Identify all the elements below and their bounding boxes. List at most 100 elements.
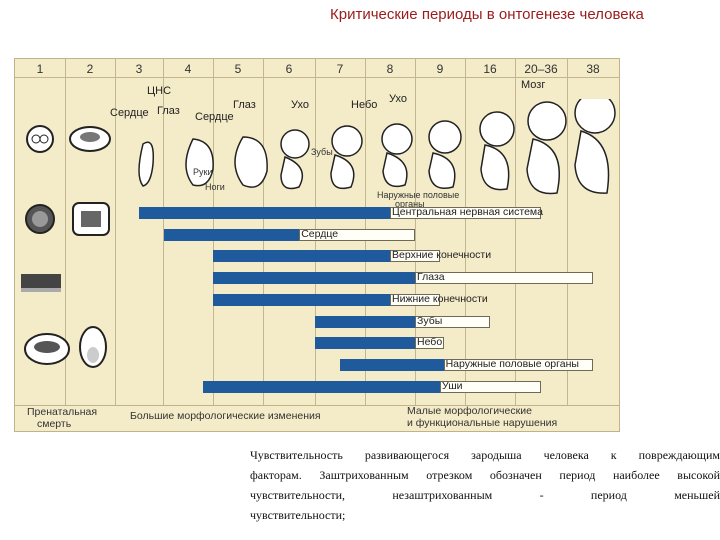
page-title: Критические периоды в онтогенезе человек…	[330, 6, 644, 23]
fetus-week20-36-head-icon	[527, 101, 567, 141]
label-teeth: Зубы	[311, 147, 333, 157]
organ-bar-high-sensitivity	[213, 293, 390, 306]
organ-bar-high-sensitivity	[203, 380, 440, 393]
embryo-week5-icon	[234, 136, 268, 188]
week-header-1: 1	[36, 62, 44, 76]
week-header-5: 5	[234, 62, 242, 76]
organ-bar-label: Сердце	[301, 227, 339, 240]
organ-bar-row: Уши	[15, 379, 619, 393]
week-header-9: 9	[436, 62, 444, 76]
embryo-illustrations	[138, 99, 616, 195]
embryo-week8-body-icon	[382, 152, 408, 188]
week-header-6: 6	[285, 62, 293, 76]
week-header-4: 4	[184, 62, 192, 76]
embryo-week4-icon	[185, 138, 214, 187]
critical-periods-figure: 1 2 3 4 5 6 7 8 9 16 20–36 38	[14, 58, 620, 432]
footer-minor-changes-line2: и функциональные нарушения	[407, 417, 558, 429]
organ-bar-low-sensitivity	[390, 207, 541, 219]
organ-bar-low-sensitivity	[299, 228, 415, 241]
fetus-week38-head-icon	[574, 99, 616, 134]
implantation-icon	[72, 202, 110, 236]
blastocyst-icon	[69, 126, 111, 152]
embryo-week9-head-icon	[428, 120, 462, 154]
embryo-week7-head-icon	[331, 125, 363, 157]
organ-bar-label: Центральная нервная система	[392, 206, 543, 218]
organ-bar-label: Глаза	[417, 271, 445, 284]
label-hands: Руки	[193, 167, 213, 177]
organ-bar-low-sensitivity	[390, 250, 440, 263]
column-divider	[115, 59, 116, 405]
label-eye-2: Глаз	[233, 99, 256, 111]
caption-line-1: Чувствительность развивающегося зародыша…	[250, 448, 720, 462]
label-ear-1: Ухо	[291, 99, 309, 111]
embryonic-disc-icon	[21, 274, 61, 292]
column-divider	[465, 59, 466, 405]
organ-bar-label: Уши	[442, 379, 463, 392]
week-header-7: 7	[336, 62, 344, 76]
organ-bar-high-sensitivity	[340, 358, 444, 371]
organ-bar-label: Небо	[417, 336, 443, 349]
embryo-week8-head-icon	[381, 123, 413, 155]
fetus-week38-body-icon	[574, 130, 610, 194]
organ-bar-row: Глаза	[15, 271, 619, 285]
label-palate: Небо	[351, 99, 378, 111]
zygote-icon	[26, 125, 54, 153]
embryo-week6-head-icon	[280, 129, 310, 159]
caption-line-3: чувствительности, незаштрихованным - пер…	[250, 488, 720, 502]
week-header-12: 38	[586, 62, 600, 76]
organ-bar-row: Зубы	[15, 314, 619, 328]
embryo-week3-icon	[138, 141, 155, 187]
caption-line-2: факторам. Заштрихованным отрезком обозна…	[250, 468, 720, 482]
embryo-week6-body-icon	[280, 155, 303, 190]
early-stage-illustrations	[21, 125, 111, 368]
organ-bar-row: Небо	[15, 336, 619, 350]
label-heart-1: Сердце	[110, 107, 149, 119]
organ-bar-low-sensitivity	[443, 358, 593, 371]
organ-bar-low-sensitivity	[415, 272, 593, 285]
organ-bar-row: Сердце	[15, 227, 619, 241]
organ-bar-high-sensitivity	[213, 250, 390, 263]
organ-bar-label: Зубы	[417, 314, 443, 327]
label-legs: Ноги	[205, 182, 225, 192]
column-divider	[415, 59, 416, 405]
label-eye-1: Глаз	[157, 105, 180, 117]
morula-icon	[25, 204, 55, 234]
organ-bar-row: Нижние конечности	[15, 292, 619, 306]
footer-prenatal-death-line1: Пренатальная	[27, 406, 98, 418]
column-divider	[567, 59, 568, 405]
organ-bar-high-sensitivity	[314, 315, 415, 328]
organ-bar-row: Верхние конечности	[15, 249, 619, 263]
label-ear-2: Ухо	[389, 93, 407, 105]
week-header-3: 3	[135, 62, 143, 76]
fetus-week16-head-icon	[479, 111, 515, 147]
header-divider	[15, 77, 619, 78]
label-genitals-line1: Наружные половые	[377, 190, 460, 200]
organ-bar-low-sensitivity	[390, 293, 440, 306]
organ-bar-low-sensitivity	[415, 315, 490, 328]
germ-layers-icon	[24, 333, 70, 365]
footer-prenatal-death-line2: смерть	[37, 418, 72, 430]
organ-bar-label: Верхние конечности	[392, 249, 492, 262]
organ-bar-label: Наружные половые органы	[445, 357, 579, 370]
embryo-week9-body-icon	[428, 152, 456, 189]
week-header-2: 2	[86, 62, 94, 76]
organ-bar-row: Центральная нервная система	[15, 206, 619, 219]
figure-caption: Чувствительность развивающегося зародыша…	[250, 445, 720, 525]
column-divider	[515, 59, 516, 405]
label-genitals-line2: органы	[395, 199, 425, 209]
week-header-10: 16	[483, 62, 497, 76]
label-heart-2: Сердце	[195, 111, 234, 123]
embryo-week7-body-icon	[330, 154, 355, 190]
amnion-icon	[79, 326, 107, 368]
fetus-week16-body-icon	[480, 144, 510, 191]
footer-divider	[15, 405, 619, 406]
organ-bar-high-sensitivity	[163, 228, 300, 241]
organ-bar-high-sensitivity	[139, 207, 390, 219]
organ-bar-row: Наружные половые органы	[15, 357, 619, 371]
footer-minor-changes-line1: Малые морфологические	[407, 405, 532, 417]
label-brain: Мозг	[521, 79, 546, 91]
organ-bar-label: Нижние конечности	[392, 292, 488, 305]
column-divider	[65, 59, 66, 405]
week-header-11: 20–36	[524, 62, 558, 76]
organ-bar-high-sensitivity	[213, 272, 415, 285]
